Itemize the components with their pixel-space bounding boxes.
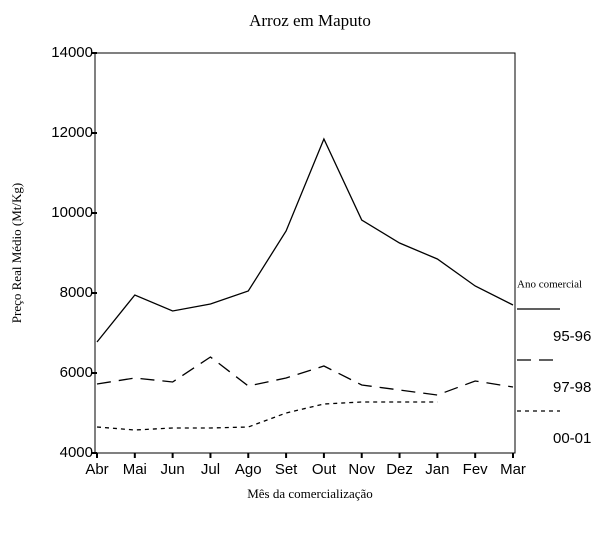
series-line [96,356,514,396]
series-line [96,137,514,343]
legend-label: 00-01 [553,430,591,447]
x-tick-label: Jul [201,461,220,478]
x-tick-label: Fev [463,461,489,478]
x-tick-label: Ago [235,461,262,478]
series-line [96,401,438,431]
y-tick-label: 4000 [60,444,93,461]
chart-title: Arroz em Maputo [249,11,371,30]
x-tick-label: Abr [85,461,108,478]
legend-label: 95-96 [553,328,591,345]
legend-label: 97-98 [553,379,591,396]
x-tick-label: Mai [123,461,147,478]
x-axis-label: Mês da comercialização [247,486,373,501]
y-axis-label: Preço Real Médio (Mt/Kg) [9,183,24,323]
y-tick-label: 14000 [51,44,93,61]
y-tick-label: 12000 [51,124,93,141]
y-tick-label: 6000 [60,364,93,381]
y-tick-label: 10000 [51,204,93,221]
x-tick-label: Nov [348,461,375,478]
x-tick-label: Out [312,461,337,478]
legend-title: Ano comercial [517,279,582,291]
x-tick-label: Jun [161,461,185,478]
x-tick-label: Dez [386,461,413,478]
y-tick-label: 8000 [60,284,93,301]
x-tick-label: Set [275,461,298,478]
x-tick-label: Mar [500,461,526,478]
plot-frame [94,52,516,454]
x-tick-label: Jan [425,461,449,478]
